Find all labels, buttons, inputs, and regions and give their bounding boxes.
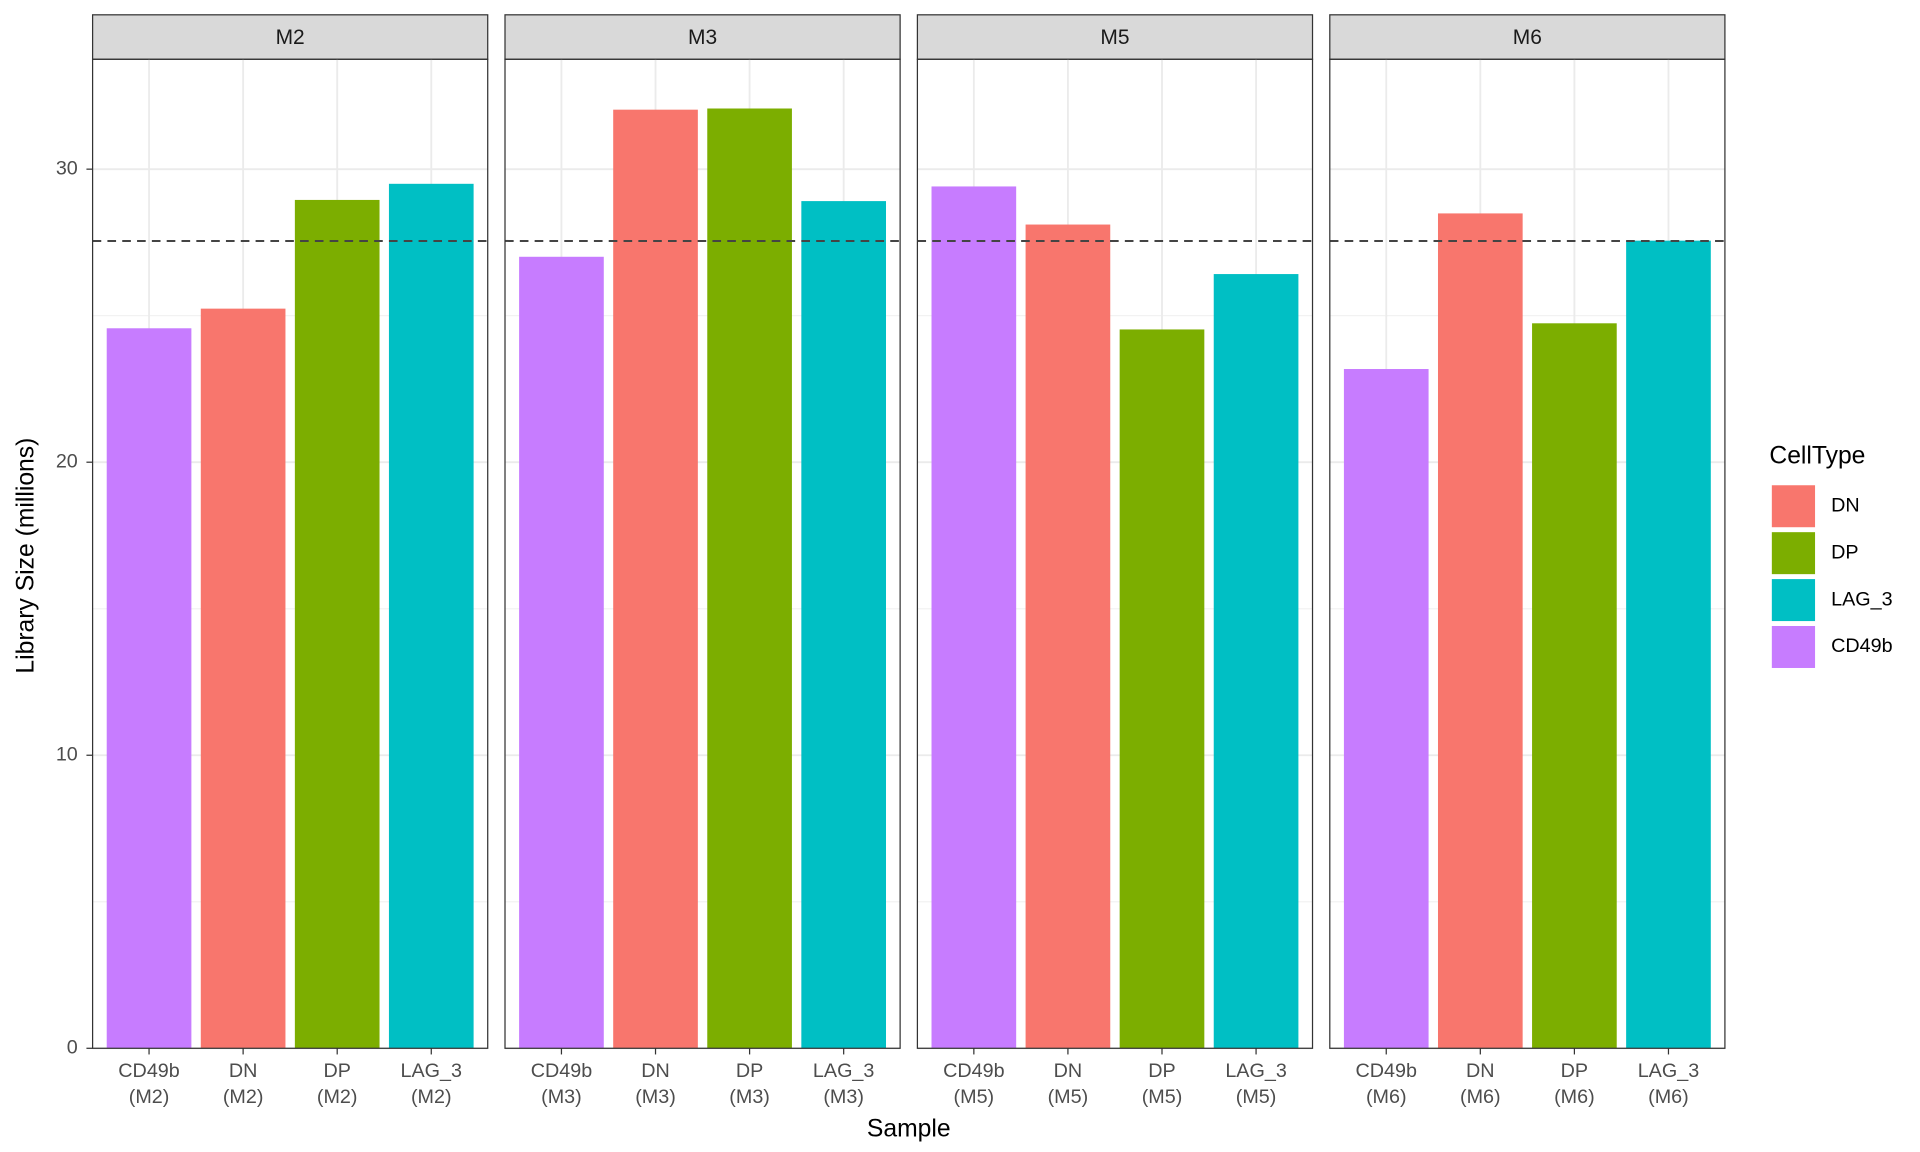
x-tick-label: (M2) — [411, 1086, 452, 1108]
x-tick-label: (M3) — [729, 1086, 770, 1108]
legend-key — [1771, 579, 1816, 622]
facet-strip — [504, 14, 901, 60]
x-tick-label: DP — [323, 1060, 350, 1082]
x-tick-label: (M2) — [223, 1086, 264, 1108]
bar — [1437, 213, 1523, 1049]
x-tick-label: (M5) — [1048, 1086, 1089, 1108]
x-tick-label: CD49b — [1356, 1060, 1417, 1082]
x-tick-label: (M2) — [317, 1086, 358, 1108]
x-tick-label: CD49b — [118, 1060, 179, 1082]
bar — [519, 256, 604, 1049]
x-axis-title: Sample — [867, 1115, 951, 1142]
panel-border — [916, 58, 1314, 1049]
facet-title: M5 — [1100, 26, 1129, 49]
y-axis-title: Library Size (millions) — [13, 438, 40, 674]
legend-label: LAG_3 — [1831, 588, 1893, 610]
x-tick-label: LAG_3 — [1225, 1060, 1287, 1082]
legend-label: CD49b — [1831, 635, 1892, 657]
y-tick-label: 10 — [56, 743, 78, 765]
y-tick-label: 30 — [56, 157, 78, 179]
x-tick-label: DN — [229, 1060, 258, 1082]
x-tick-label: (M6) — [1366, 1086, 1407, 1108]
panel-border — [1329, 58, 1726, 1049]
x-tick-label: CD49b — [943, 1060, 1004, 1082]
x-tick-label: (M5) — [1236, 1086, 1277, 1108]
legend-title: CellType — [1769, 442, 1865, 469]
bar — [931, 186, 1017, 1049]
bar — [388, 183, 474, 1049]
x-tick-label: (M6) — [1648, 1086, 1689, 1108]
facet-title: M2 — [276, 26, 305, 49]
x-tick-label: LAG_3 — [813, 1060, 875, 1082]
x-tick-label: (M3) — [541, 1086, 582, 1108]
y-tick-label: 20 — [56, 450, 78, 472]
bar — [294, 199, 380, 1049]
facet-strip — [916, 14, 1314, 60]
x-tick-label: (M2) — [129, 1086, 170, 1108]
x-tick-label: DP — [736, 1060, 763, 1082]
x-tick-label: (M5) — [954, 1086, 995, 1108]
panel-border — [504, 58, 901, 1049]
legend-label: DP — [1831, 541, 1858, 563]
x-tick-label: (M5) — [1142, 1086, 1183, 1108]
bar — [801, 201, 887, 1049]
bar — [707, 108, 792, 1049]
x-tick-label: (M3) — [635, 1086, 676, 1108]
bar — [1343, 369, 1429, 1049]
bar — [613, 109, 698, 1049]
x-tick-label: (M3) — [823, 1086, 864, 1108]
bar — [1213, 274, 1299, 1049]
bar — [1532, 323, 1617, 1049]
x-tick-label: (M6) — [1460, 1086, 1501, 1108]
x-tick-label: DP — [1148, 1060, 1175, 1082]
facet-strip — [1329, 14, 1726, 60]
bar — [1119, 329, 1205, 1049]
x-tick-label: DP — [1561, 1060, 1588, 1082]
legend-key — [1771, 532, 1816, 575]
facet-title: M3 — [688, 26, 717, 49]
x-tick-label: LAG_3 — [401, 1060, 463, 1082]
legend-key — [1771, 626, 1816, 668]
panel-border — [91, 58, 489, 1049]
x-tick-label: DN — [1054, 1060, 1083, 1082]
x-tick-label: CD49b — [531, 1060, 592, 1082]
facet-title: M6 — [1513, 26, 1542, 49]
bar — [1025, 224, 1111, 1049]
x-tick-label: LAG_3 — [1638, 1060, 1700, 1082]
bar — [200, 308, 286, 1049]
bar — [106, 328, 192, 1049]
x-tick-label: DN — [641, 1060, 670, 1082]
bar — [1626, 240, 1711, 1049]
legend-key — [1771, 485, 1816, 528]
y-tick-label: 0 — [67, 1037, 78, 1059]
x-tick-label: DN — [1466, 1060, 1495, 1082]
legend-label: DN — [1831, 494, 1860, 516]
x-tick-label: (M6) — [1554, 1086, 1595, 1108]
facet-strip — [91, 14, 489, 60]
